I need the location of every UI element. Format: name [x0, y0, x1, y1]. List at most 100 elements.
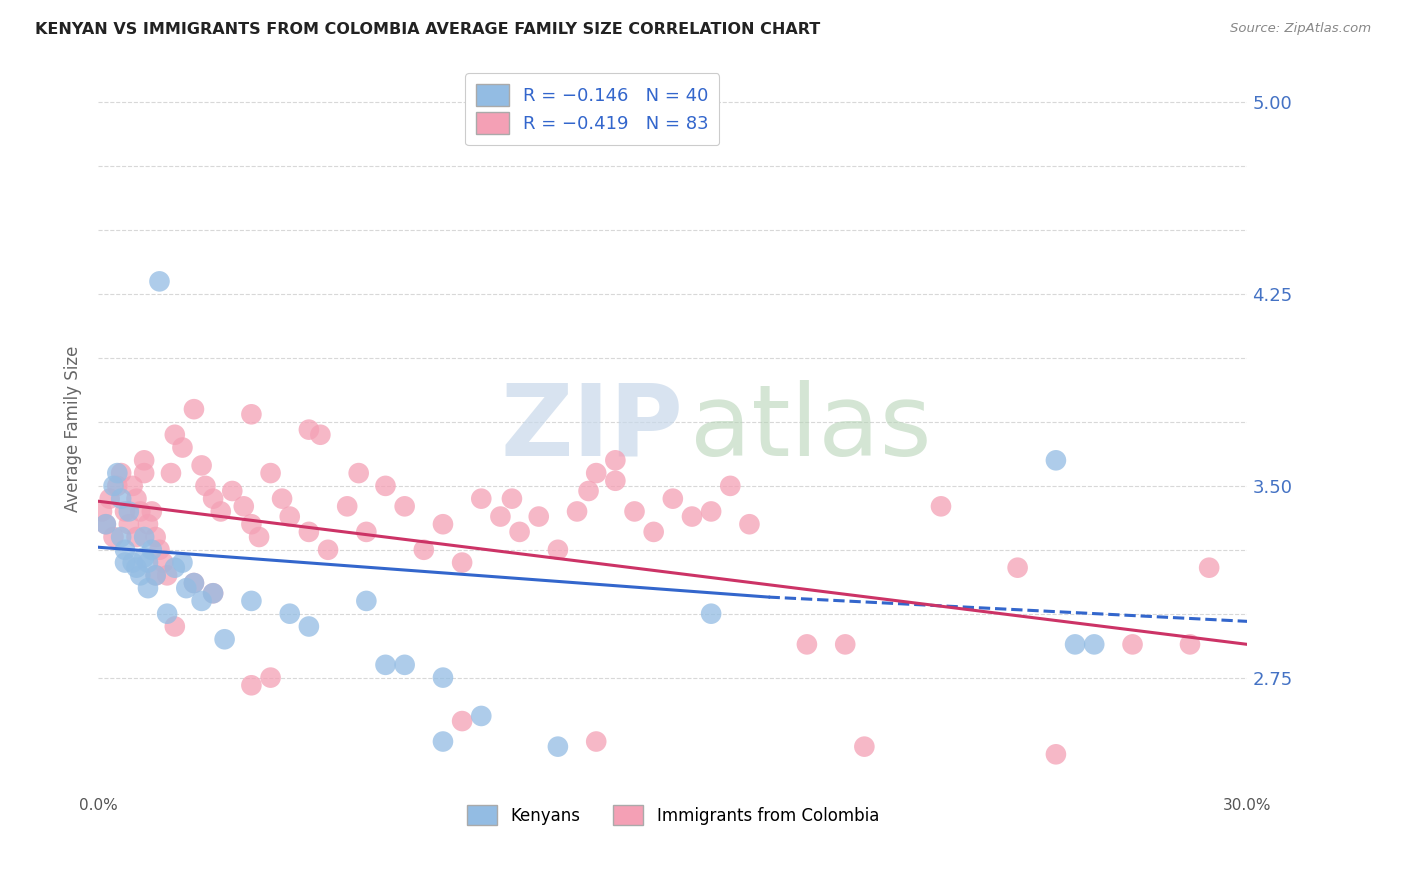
Point — [114, 556, 136, 570]
Point — [190, 458, 212, 473]
Point — [509, 524, 531, 539]
Point — [240, 594, 263, 608]
Point — [240, 517, 263, 532]
Point — [134, 550, 156, 565]
Point — [183, 576, 205, 591]
Point — [412, 542, 434, 557]
Text: atlas: atlas — [690, 380, 932, 477]
Point — [565, 504, 588, 518]
Point — [470, 491, 492, 506]
Point — [174, 581, 197, 595]
Point — [152, 556, 174, 570]
Point — [1007, 560, 1029, 574]
Point — [700, 504, 723, 518]
Point — [129, 504, 152, 518]
Point — [125, 560, 148, 574]
Point — [156, 607, 179, 621]
Point — [247, 530, 270, 544]
Point — [547, 542, 569, 557]
Point — [356, 524, 378, 539]
Point — [585, 734, 607, 748]
Point — [183, 576, 205, 591]
Point — [501, 491, 523, 506]
Point — [374, 479, 396, 493]
Point — [134, 466, 156, 480]
Point — [129, 568, 152, 582]
Point — [662, 491, 685, 506]
Point — [202, 586, 225, 600]
Point — [221, 483, 243, 498]
Point — [194, 479, 217, 493]
Point — [172, 556, 194, 570]
Point — [118, 517, 141, 532]
Point — [141, 542, 163, 557]
Point — [605, 474, 627, 488]
Point — [163, 427, 186, 442]
Point — [214, 632, 236, 647]
Point — [134, 530, 156, 544]
Point — [1045, 453, 1067, 467]
Point — [114, 542, 136, 557]
Point — [278, 509, 301, 524]
Point — [163, 560, 186, 574]
Text: ZIP: ZIP — [501, 380, 683, 477]
Point — [605, 453, 627, 467]
Point — [118, 504, 141, 518]
Point — [298, 423, 321, 437]
Point — [125, 491, 148, 506]
Point — [94, 517, 117, 532]
Point — [163, 619, 186, 633]
Point — [103, 479, 125, 493]
Point — [853, 739, 876, 754]
Point — [470, 709, 492, 723]
Point — [183, 402, 205, 417]
Point — [585, 466, 607, 480]
Y-axis label: Average Family Size: Average Family Size — [65, 345, 82, 511]
Point — [1064, 637, 1087, 651]
Point — [547, 739, 569, 754]
Point — [298, 524, 321, 539]
Point — [929, 500, 952, 514]
Legend: Kenyans, Immigrants from Colombia: Kenyans, Immigrants from Colombia — [457, 795, 889, 835]
Point — [141, 504, 163, 518]
Point — [394, 500, 416, 514]
Text: Source: ZipAtlas.com: Source: ZipAtlas.com — [1230, 22, 1371, 36]
Point — [374, 657, 396, 672]
Point — [103, 530, 125, 544]
Point — [240, 678, 263, 692]
Point — [110, 491, 132, 506]
Point — [114, 504, 136, 518]
Point — [432, 517, 454, 532]
Point — [105, 479, 128, 493]
Point — [202, 491, 225, 506]
Point — [1122, 637, 1144, 651]
Point — [347, 466, 370, 480]
Point — [489, 509, 512, 524]
Point — [110, 466, 132, 480]
Point — [190, 594, 212, 608]
Point — [527, 509, 550, 524]
Point — [202, 586, 225, 600]
Point — [451, 556, 474, 570]
Point — [145, 568, 167, 582]
Point — [259, 671, 281, 685]
Point — [1083, 637, 1105, 651]
Point — [1198, 560, 1220, 574]
Point — [145, 568, 167, 582]
Point — [105, 466, 128, 480]
Point — [136, 581, 159, 595]
Point — [298, 619, 321, 633]
Point — [271, 491, 294, 506]
Point — [316, 542, 339, 557]
Point — [738, 517, 761, 532]
Point — [1045, 747, 1067, 762]
Point — [121, 479, 143, 493]
Point — [578, 483, 600, 498]
Text: KENYAN VS IMMIGRANTS FROM COLOMBIA AVERAGE FAMILY SIZE CORRELATION CHART: KENYAN VS IMMIGRANTS FROM COLOMBIA AVERA… — [35, 22, 820, 37]
Point — [259, 466, 281, 480]
Point — [156, 568, 179, 582]
Point — [136, 556, 159, 570]
Point — [309, 427, 332, 442]
Point — [796, 637, 818, 651]
Point — [94, 517, 117, 532]
